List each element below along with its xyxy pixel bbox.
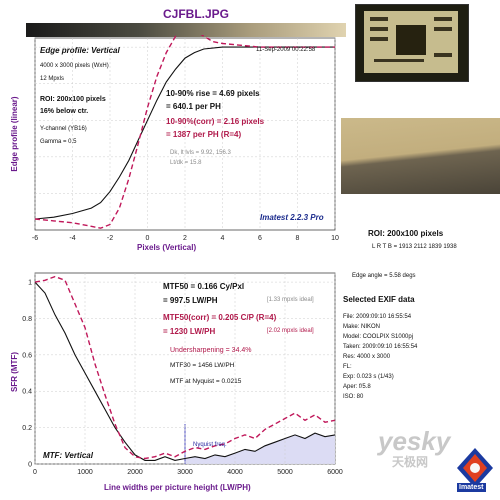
info-line-1: 4000 x 3000 pixels (WxH)	[40, 63, 109, 69]
exif-line: Make: NIKON	[343, 324, 381, 330]
imatest-version: Imatest 2.2.3 Pro	[260, 213, 324, 222]
x-tick-label: 2000	[127, 469, 143, 476]
roi-line-2: 16% below ctr.	[40, 108, 89, 115]
measured-series-line	[34, 46, 335, 220]
x-tick-label: 0	[33, 469, 37, 476]
mtf50corr-line-2: = 1230 LW/PH	[163, 327, 216, 336]
mtf-xlabel: Line widths per picture height (LW/PH)	[104, 483, 251, 492]
y-tick-label: 0.8	[22, 316, 32, 323]
mtf30: MTF30 = 1456 LW/PH	[170, 362, 235, 369]
exif-line: FL:	[343, 364, 352, 370]
exif-line: Model: COOLPIX S1000pj	[343, 334, 414, 340]
x-tick-label: -4	[69, 235, 75, 242]
y-tick-label: 1	[28, 280, 32, 287]
x-tick-label: -6	[32, 235, 38, 242]
mtf-nyquist: MTF at Nyquist = 0.0215	[170, 378, 242, 385]
exif-line: ISO: 80	[343, 394, 364, 400]
rise-line-2: = 640.1 per PH	[166, 102, 221, 111]
measured-series-line	[34, 281, 336, 461]
y-tick-label: 0.6	[22, 352, 32, 359]
roi-title: ROI: 200x100 pixels	[368, 229, 444, 238]
x-tick-label: -2	[107, 235, 113, 242]
exif-line: Exp: 0.023 s (1/43)	[343, 374, 394, 380]
x-tick-label: 6000	[327, 469, 343, 476]
channel-line-1: Y-channel (YB16)	[40, 126, 87, 132]
edge-angle: Edge angle = 5.58 degs	[352, 273, 416, 279]
x-tick-label: 0	[146, 235, 150, 242]
exif-title: Selected EXIF data	[343, 295, 415, 304]
roi-line-1: ROI: 200x100 pixels	[40, 96, 106, 103]
x-tick-label: 2	[183, 235, 187, 242]
mtf50corr-ideal: [2.02 mpxls ideal]	[267, 328, 314, 334]
watermark-sub: 天极网	[392, 455, 429, 469]
x-tick-label: 6	[258, 235, 262, 242]
watermark-main: yesky	[378, 426, 451, 456]
nyquist-label: Nyquist freq.	[193, 442, 227, 448]
mtf50corr-line-1: MTF50(corr) = 0.205 C/P (R=4)	[163, 313, 277, 322]
y-tick-label: 0	[28, 462, 32, 469]
exif-line: Taken: 2009:09:10 16:55:54	[343, 344, 418, 350]
mtf50-line-2: = 997.5 LW/PH	[163, 296, 218, 305]
corr-line-2: = 1387 per PH (R=4)	[166, 130, 242, 139]
x-tick-label: 4	[221, 235, 225, 242]
roi-lrtb: L R T B = 1913 2112 1839 1938	[372, 244, 457, 250]
edge-ylabel: Edge profile (linear)	[10, 96, 19, 172]
rise-line-1: 10-90% rise = 4.69 pixels	[166, 89, 260, 98]
file-name: CJFBL.JPG	[163, 7, 230, 21]
exif-line: Aper: f/5.8	[343, 384, 371, 390]
roi-crop-image	[341, 118, 500, 194]
corrected-series-line	[34, 35, 335, 229]
x-tick-label: 4000	[227, 469, 243, 476]
undersharpening: Undersharpening = 34.4%	[170, 347, 252, 354]
x-tick-label: 3000	[177, 469, 193, 476]
x-tick-label: 1000	[77, 469, 93, 476]
channel-line-2: Gamma = 0.5	[40, 139, 77, 145]
timestamp: 11-Sep-2009 00:22:58	[256, 47, 316, 53]
dk-line-1: Dk, lt lvls = 9.92, 156.3	[170, 150, 231, 156]
logo-text: Imatest	[457, 483, 486, 492]
test-chart-thumbnail	[355, 4, 469, 82]
x-tick-label: 5000	[277, 469, 293, 476]
exif-line: File: 2009:09:10 16:55:54	[343, 314, 412, 320]
imatest-logo: Imatest	[455, 446, 495, 492]
mtf-ylabel: SFR (MTF)	[10, 352, 19, 392]
y-tick-label: 0.2	[22, 425, 32, 432]
nyquist-region	[185, 433, 335, 464]
x-tick-label: 10	[331, 235, 339, 242]
mtf50-line-1: MTF50 = 0.166 Cy/Pxl	[163, 282, 245, 291]
y-tick-label: 0.4	[22, 389, 32, 396]
mtf-chart: 0 1000 2000 3000 4000 5000 6000 0 0.2 0.4 0.6 0.8 1	[22, 272, 343, 476]
info-line-2: 12 Mpxls	[40, 76, 65, 82]
edge-plot-title: Edge profile: Vertical	[40, 46, 120, 55]
header-gradient-bar	[26, 23, 346, 37]
mtf50-ideal: [1.33 mpxls ideal]	[267, 297, 314, 303]
edge-xlabel: Pixels (Vertical)	[137, 243, 197, 252]
corr-line-1: 10-90%(corr) = 2.16 pixels	[166, 117, 265, 126]
corrected-series-line	[34, 275, 336, 460]
exif-line: Res: 4000 x 3000	[343, 354, 391, 360]
edge-profile-chart: -6 -4 -2 0 2 4 6 8 10	[32, 35, 339, 242]
dk-line-2: Lt/dk = 15.8	[170, 160, 202, 166]
mtf-plot-title: MTF: Vertical	[43, 451, 93, 460]
x-tick-label: 8	[296, 235, 300, 242]
